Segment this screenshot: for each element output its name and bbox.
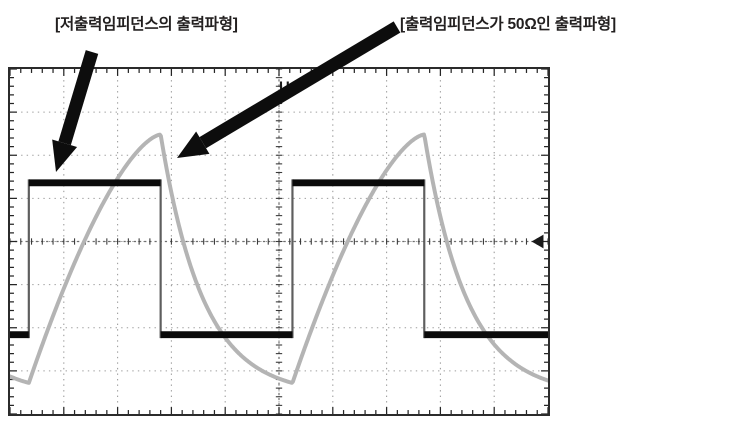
low-impedance-waveform-caption: [저출력임피던스의 출력파형] <box>55 16 238 33</box>
square-wave-edges <box>27 179 426 339</box>
fifty-ohm-output-impedance-trace <box>10 132 548 385</box>
svg-text:U: U <box>279 80 290 96</box>
scope-waveform-traces <box>10 132 548 385</box>
oscilloscope-display: U <box>8 67 550 416</box>
square-wave-levels <box>10 179 548 339</box>
trigger-position-marker: U <box>279 80 290 96</box>
fifty-ohm-waveform-caption: [출력임피던스가 50Ω인 출력파형] <box>400 16 616 33</box>
scope-markers: U <box>279 80 544 249</box>
channel-ground-reference-marker <box>531 234 544 249</box>
